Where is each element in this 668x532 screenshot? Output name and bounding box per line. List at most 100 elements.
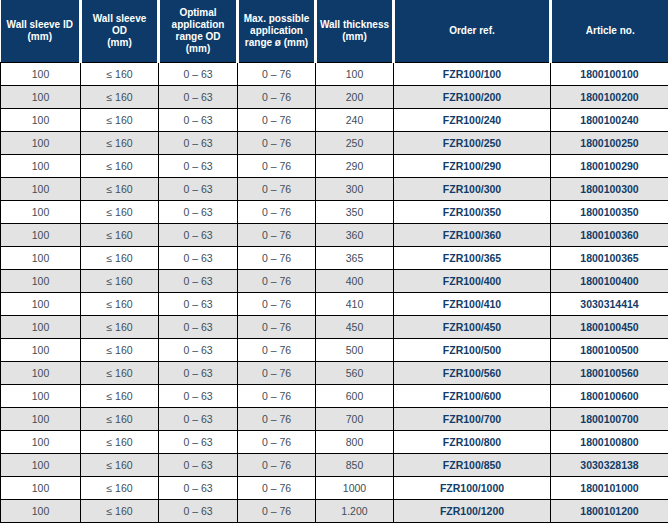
table-row: 100≤ 1600 – 630 – 76600FZR100/6001800100… — [1, 385, 668, 408]
order-ref-cell: FZR100/250 — [394, 132, 551, 155]
order-ref-cell: FZR100/100 — [394, 63, 551, 86]
article-no-cell: 1800101000 — [551, 477, 668, 500]
column-header-wall-sleeve-od: Wall sleeve OD (mm) — [81, 0, 159, 63]
order-ref-cell: FZR100/700 — [394, 408, 551, 431]
wall-sleeve-od-cell: ≤ 160 — [81, 63, 159, 86]
wall-thickness-cell: 800 — [316, 431, 394, 454]
wall-thickness-cell: 850 — [316, 454, 394, 477]
optimal-application-range-od-cell: 0 – 63 — [159, 454, 238, 477]
optimal-application-range-od-cell: 0 – 63 — [159, 362, 238, 385]
article-no-cell: 1800100365 — [551, 247, 668, 270]
max-possible-application-range-cell: 0 – 76 — [238, 454, 316, 477]
order-ref-cell: FZR100/365 — [394, 247, 551, 270]
table-row: 100≤ 1600 – 630 – 76290FZR100/2901800100… — [1, 155, 668, 178]
table-row: 100≤ 1600 – 630 – 76450FZR100/4501800100… — [1, 316, 668, 339]
wall-sleeve-id-cell: 100 — [1, 201, 81, 224]
wall-sleeve-od-cell: ≤ 160 — [81, 86, 159, 109]
wall-thickness-cell: 250 — [316, 132, 394, 155]
wall-sleeve-id-cell: 100 — [1, 224, 81, 247]
order-ref-cell: FZR100/450 — [394, 316, 551, 339]
wall-thickness-cell: 700 — [316, 408, 394, 431]
table-row: 100≤ 1600 – 630 – 761.200FZR100/12001800… — [1, 500, 668, 523]
wall-thickness-cell: 500 — [316, 339, 394, 362]
order-ref-cell: FZR100/350 — [394, 201, 551, 224]
wall-sleeve-od-cell: ≤ 160 — [81, 316, 159, 339]
article-no-cell: 1800101200 — [551, 500, 668, 523]
wall-sleeve-id-cell: 100 — [1, 500, 81, 523]
optimal-application-range-od-cell: 0 – 63 — [159, 339, 238, 362]
table-row: 100≤ 1600 – 630 – 76100FZR100/1001800100… — [1, 63, 668, 86]
max-possible-application-range-cell: 0 – 76 — [238, 500, 316, 523]
header-row: Wall sleeve ID (mm)Wall sleeve OD (mm)Op… — [1, 0, 668, 63]
table-row: 100≤ 1600 – 630 – 76300FZR100/3001800100… — [1, 178, 668, 201]
wall-sleeve-od-cell: ≤ 160 — [81, 500, 159, 523]
optimal-application-range-od-cell: 0 – 63 — [159, 63, 238, 86]
wall-sleeve-id-cell: 100 — [1, 362, 81, 385]
optimal-application-range-od-cell: 0 – 63 — [159, 385, 238, 408]
wall-sleeve-id-cell: 100 — [1, 178, 81, 201]
optimal-application-range-od-cell: 0 – 63 — [159, 155, 238, 178]
wall-sleeve-id-cell: 100 — [1, 454, 81, 477]
product-spec-table: Wall sleeve ID (mm)Wall sleeve OD (mm)Op… — [0, 0, 668, 523]
column-header-article-no: Article no. — [551, 0, 668, 63]
wall-sleeve-od-cell: ≤ 160 — [81, 270, 159, 293]
wall-sleeve-id-cell: 100 — [1, 431, 81, 454]
wall-sleeve-od-cell: ≤ 160 — [81, 362, 159, 385]
table-row: 100≤ 1600 – 630 – 761000FZR100/100018001… — [1, 477, 668, 500]
table-row: 100≤ 1600 – 630 – 76700FZR100/7001800100… — [1, 408, 668, 431]
max-possible-application-range-cell: 0 – 76 — [238, 270, 316, 293]
max-possible-application-range-cell: 0 – 76 — [238, 155, 316, 178]
order-ref-cell: FZR100/800 — [394, 431, 551, 454]
wall-sleeve-od-cell: ≤ 160 — [81, 408, 159, 431]
max-possible-application-range-cell: 0 – 76 — [238, 316, 316, 339]
order-ref-cell: FZR100/240 — [394, 109, 551, 132]
wall-sleeve-id-cell: 100 — [1, 293, 81, 316]
optimal-application-range-od-cell: 0 – 63 — [159, 178, 238, 201]
wall-sleeve-id-cell: 100 — [1, 385, 81, 408]
wall-sleeve-od-cell: ≤ 160 — [81, 477, 159, 500]
article-no-cell: 3030314414 — [551, 293, 668, 316]
article-no-cell: 1800100250 — [551, 132, 668, 155]
max-possible-application-range-cell: 0 – 76 — [238, 362, 316, 385]
wall-sleeve-od-cell: ≤ 160 — [81, 454, 159, 477]
wall-sleeve-od-cell: ≤ 160 — [81, 201, 159, 224]
article-no-cell: 3030328138 — [551, 454, 668, 477]
wall-sleeve-od-cell: ≤ 160 — [81, 247, 159, 270]
max-possible-application-range-cell: 0 – 76 — [238, 385, 316, 408]
article-no-cell: 1800100700 — [551, 408, 668, 431]
max-possible-application-range-cell: 0 – 76 — [238, 178, 316, 201]
order-ref-cell: FZR100/850 — [394, 454, 551, 477]
article-no-cell: 1800100450 — [551, 316, 668, 339]
max-possible-application-range-cell: 0 – 76 — [238, 201, 316, 224]
order-ref-cell: FZR100/500 — [394, 339, 551, 362]
optimal-application-range-od-cell: 0 – 63 — [159, 270, 238, 293]
wall-sleeve-id-cell: 100 — [1, 408, 81, 431]
wall-thickness-cell: 100 — [316, 63, 394, 86]
order-ref-cell: FZR100/360 — [394, 224, 551, 247]
wall-sleeve-od-cell: ≤ 160 — [81, 178, 159, 201]
wall-thickness-cell: 200 — [316, 86, 394, 109]
wall-thickness-cell: 450 — [316, 316, 394, 339]
table-row: 100≤ 1600 – 630 – 76365FZR100/3651800100… — [1, 247, 668, 270]
optimal-application-range-od-cell: 0 – 63 — [159, 132, 238, 155]
wall-sleeve-od-cell: ≤ 160 — [81, 132, 159, 155]
wall-sleeve-od-cell: ≤ 160 — [81, 224, 159, 247]
wall-thickness-cell: 240 — [316, 109, 394, 132]
max-possible-application-range-cell: 0 – 76 — [238, 86, 316, 109]
optimal-application-range-od-cell: 0 – 63 — [159, 408, 238, 431]
wall-sleeve-id-cell: 100 — [1, 247, 81, 270]
wall-thickness-cell: 1000 — [316, 477, 394, 500]
article-no-cell: 1800100560 — [551, 362, 668, 385]
optimal-application-range-od-cell: 0 – 63 — [159, 109, 238, 132]
max-possible-application-range-cell: 0 – 76 — [238, 132, 316, 155]
article-no-cell: 1800100100 — [551, 63, 668, 86]
article-no-cell: 1800100600 — [551, 385, 668, 408]
column-header-wall-sleeve-id: Wall sleeve ID (mm) — [1, 0, 81, 63]
article-no-cell: 1800100290 — [551, 155, 668, 178]
wall-sleeve-od-cell: ≤ 160 — [81, 293, 159, 316]
column-header-max-possible-application-range: Max. possible application range ø (mm) — [238, 0, 316, 63]
wall-thickness-cell: 560 — [316, 362, 394, 385]
optimal-application-range-od-cell: 0 – 63 — [159, 316, 238, 339]
wall-sleeve-id-cell: 100 — [1, 86, 81, 109]
column-header-wall-thickness: Wall thickness (mm) — [316, 0, 394, 63]
